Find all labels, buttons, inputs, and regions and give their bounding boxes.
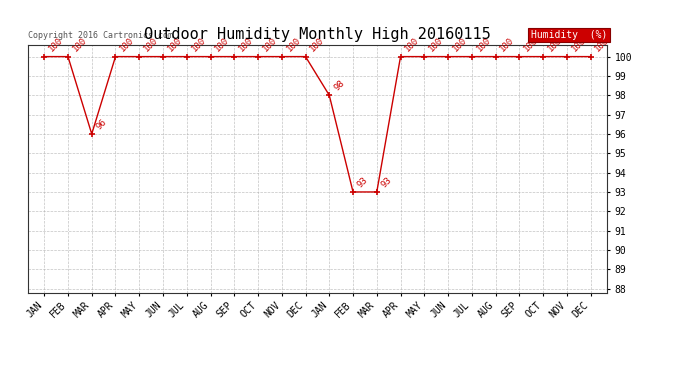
Text: 100: 100 <box>47 36 65 54</box>
Text: 100: 100 <box>213 36 231 54</box>
Text: 100: 100 <box>498 36 516 54</box>
Text: 100: 100 <box>190 36 207 54</box>
Text: 100: 100 <box>118 36 136 54</box>
Text: Humidity  (%): Humidity (%) <box>531 30 607 40</box>
Text: 100: 100 <box>593 36 611 54</box>
Text: 100: 100 <box>166 36 184 54</box>
Text: 98: 98 <box>332 78 346 93</box>
Title: Outdoor Humidity Monthly High 20160115: Outdoor Humidity Monthly High 20160115 <box>144 27 491 42</box>
Text: 100: 100 <box>237 36 255 54</box>
Text: Copyright 2016 Cartronics.com: Copyright 2016 Cartronics.com <box>28 31 172 40</box>
Text: 100: 100 <box>284 36 302 54</box>
Text: 100: 100 <box>427 36 445 54</box>
Text: 100: 100 <box>451 36 469 54</box>
Text: 93: 93 <box>380 175 393 189</box>
Text: 96: 96 <box>95 117 108 131</box>
Text: 100: 100 <box>546 36 564 54</box>
Text: 100: 100 <box>261 36 279 54</box>
Text: 93: 93 <box>356 175 370 189</box>
Text: 100: 100 <box>522 36 540 54</box>
Text: 100: 100 <box>71 36 88 54</box>
Text: 100: 100 <box>142 36 160 54</box>
Text: 100: 100 <box>404 36 421 54</box>
Text: 100: 100 <box>475 36 493 54</box>
Text: 100: 100 <box>308 36 326 54</box>
Text: 100: 100 <box>570 36 587 54</box>
